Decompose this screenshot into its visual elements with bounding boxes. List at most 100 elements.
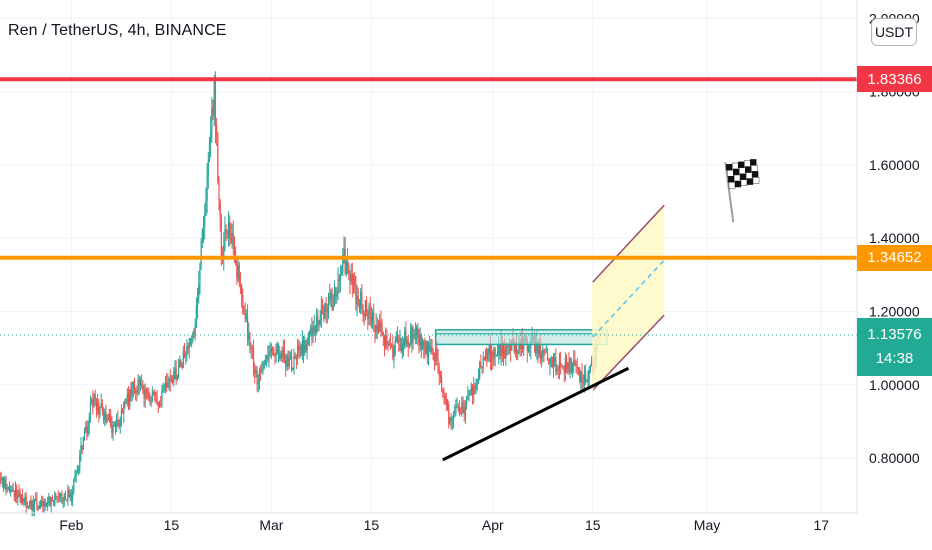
- candle-body: [233, 245, 236, 258]
- candle-body: [379, 322, 381, 332]
- candle-body: [263, 363, 265, 368]
- candle-body: [98, 402, 100, 415]
- y-tick-label: 1.60000: [869, 157, 920, 173]
- candle-body: [354, 275, 356, 285]
- candle-body: [355, 284, 357, 304]
- candle-body: [506, 345, 508, 347]
- candle-body: [48, 496, 50, 502]
- candle-body: [50, 497, 52, 506]
- candle-body: [202, 225, 205, 229]
- candle-body: [279, 353, 281, 359]
- candle-body: [287, 355, 289, 366]
- symbol-title[interactable]: Ren / TetherUS, 4h, BINANCE: [8, 22, 227, 39]
- candle-body: [306, 344, 308, 351]
- candle-body: [246, 316, 249, 340]
- candle-body: [161, 391, 163, 405]
- candle-body: [104, 412, 106, 420]
- candle-body: [294, 356, 296, 359]
- candle-body: [551, 357, 553, 367]
- candle-body: [366, 300, 368, 313]
- candle-body: [131, 387, 133, 396]
- candle-body: [573, 359, 575, 365]
- flag-square: [745, 166, 752, 173]
- candle-body: [36, 498, 38, 506]
- candle-body: [298, 346, 300, 350]
- candle-body: [205, 200, 207, 215]
- candle-body: [136, 390, 138, 393]
- orange-level-badge: 1.34652: [857, 244, 932, 271]
- candle-body: [423, 340, 425, 348]
- candle-body: [574, 359, 576, 366]
- candle-body: [401, 344, 403, 352]
- candle-body: [590, 361, 593, 366]
- red-level-badge: 1.83366: [857, 66, 932, 93]
- candle-body: [349, 273, 351, 282]
- candle-body: [10, 489, 12, 493]
- candle-body: [100, 402, 102, 408]
- candle-body: [577, 367, 580, 369]
- candle-body: [111, 425, 113, 433]
- candle-body: [396, 337, 399, 341]
- candle-body: [56, 496, 58, 498]
- flag-square: [733, 174, 741, 182]
- candle-body: [138, 379, 140, 386]
- candle-body: [388, 343, 390, 346]
- candle-body: [362, 304, 364, 314]
- candle-body: [12, 488, 14, 492]
- candle-body: [18, 490, 20, 494]
- candle-body: [558, 362, 561, 370]
- candle-body: [227, 222, 230, 234]
- candle-body: [425, 341, 427, 354]
- candle-body: [224, 229, 226, 246]
- candle-body: [173, 371, 175, 383]
- candle-body: [510, 345, 512, 351]
- candle-body: [508, 345, 511, 347]
- candle-body: [567, 363, 569, 370]
- flag-square: [727, 176, 735, 183]
- candle-body: [51, 497, 53, 502]
- candle-body: [235, 257, 237, 266]
- candle-body: [0, 478, 2, 481]
- candle-body: [549, 358, 551, 365]
- candle-body: [446, 404, 449, 406]
- candle-body: [183, 351, 186, 356]
- candle-body: [33, 499, 36, 511]
- currency-button[interactable]: USDT: [871, 18, 917, 46]
- candle-body: [249, 332, 251, 349]
- candle-body: [332, 305, 334, 310]
- candle-body: [156, 398, 158, 403]
- candle-body: [414, 333, 417, 335]
- candle-body: [43, 500, 45, 506]
- candle-body: [320, 305, 322, 319]
- candle-body: [337, 279, 339, 294]
- candle-body: [93, 394, 95, 408]
- candle-body: [288, 357, 290, 366]
- candle-body: [125, 398, 127, 403]
- x-tick-label: 17: [814, 517, 830, 533]
- candle-body: [200, 240, 202, 265]
- candle-body: [105, 412, 107, 423]
- candle-body: [488, 345, 490, 355]
- candle-body: [97, 402, 99, 411]
- candle-body: [314, 326, 317, 334]
- candle-body: [276, 344, 278, 355]
- candle-body: [163, 387, 165, 389]
- candle-body: [317, 315, 319, 325]
- candle-body: [445, 399, 447, 406]
- candle-body: [412, 336, 414, 344]
- candle-body: [299, 347, 301, 350]
- x-tick-label: 15: [164, 517, 180, 533]
- candle-body: [552, 362, 555, 367]
- candle-body: [430, 347, 432, 352]
- candle-body: [410, 327, 412, 344]
- candle-body: [481, 366, 483, 368]
- candle-body: [13, 491, 15, 498]
- candle-body: [402, 344, 405, 346]
- candle-body: [376, 325, 378, 331]
- candle-body: [500, 340, 502, 357]
- candle-body: [468, 394, 470, 396]
- candle-body: [417, 327, 419, 338]
- candle-body: [361, 291, 363, 305]
- candle-body: [449, 417, 451, 424]
